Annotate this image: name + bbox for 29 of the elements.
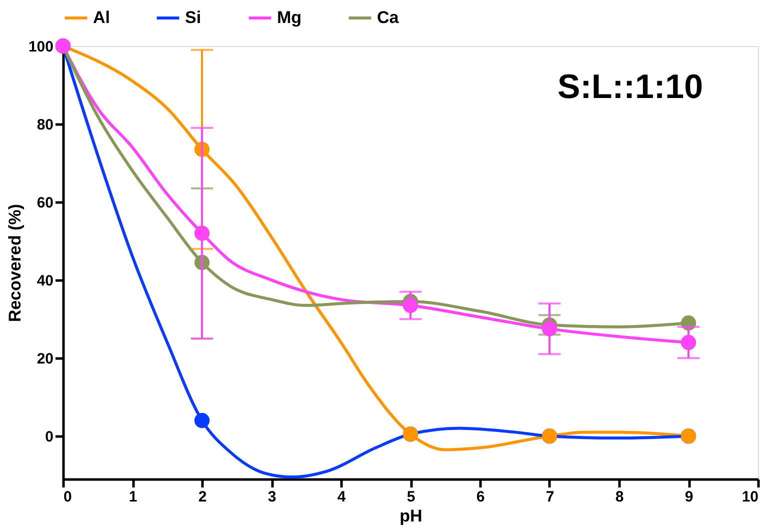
y-tick-label: 60 bbox=[36, 194, 54, 212]
x-tick-label: 4 bbox=[337, 488, 346, 506]
y-tick-label: 40 bbox=[36, 272, 54, 290]
y-tick-label: 20 bbox=[36, 350, 54, 368]
legend-label: Mg bbox=[277, 8, 302, 27]
x-tick-label: 7 bbox=[546, 488, 554, 506]
legend-label: Ca bbox=[377, 8, 400, 27]
y-tick-label: 80 bbox=[36, 116, 54, 134]
legend-label: Al bbox=[93, 8, 110, 27]
x-tick-label: 3 bbox=[268, 488, 276, 506]
x-tick-label: 5 bbox=[406, 488, 416, 506]
x-tick-label: 6 bbox=[476, 488, 485, 506]
point bbox=[680, 334, 696, 350]
annotation: S:L::1:10 bbox=[558, 68, 703, 106]
y-tick-label: 100 bbox=[28, 38, 54, 56]
legend-label: Si bbox=[185, 8, 202, 27]
point bbox=[194, 226, 210, 241]
x-tick-label: 2 bbox=[198, 488, 207, 506]
x-tick-label: 10 bbox=[742, 488, 758, 506]
x-tick-label: 8 bbox=[615, 488, 624, 506]
y-axis-title: Recovered (%) bbox=[5, 204, 24, 322]
point bbox=[542, 321, 558, 336]
y-tick-label: 0 bbox=[45, 428, 54, 446]
point bbox=[402, 298, 418, 313]
x-axis-title: pH bbox=[400, 506, 422, 526]
point bbox=[194, 412, 210, 428]
x-tick-label: 9 bbox=[684, 488, 694, 506]
x-tick-label: 0 bbox=[64, 488, 72, 506]
x-tick-label: 1 bbox=[128, 488, 138, 506]
